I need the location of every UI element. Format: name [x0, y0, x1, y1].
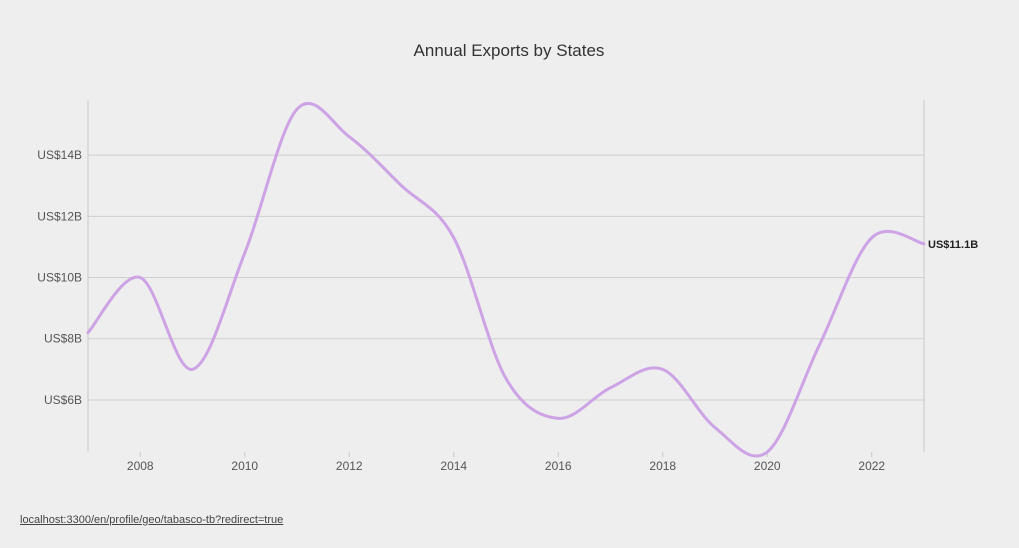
end-value-label: US$11.1B [928, 239, 978, 251]
y-tick-label: US$8B [44, 332, 82, 346]
y-tick-label: US$6B [44, 393, 82, 407]
x-tick-label: 2010 [231, 459, 258, 473]
x-tick-label: 2016 [545, 459, 572, 473]
series [86, 101, 926, 458]
x-tick-label: 2018 [649, 459, 676, 473]
x-tick-label: 2022 [858, 459, 885, 473]
chart-title: Annual Exports by States [414, 41, 605, 60]
y-axis-ticks: US$6B US$8B US$10B US$12B US$14B [37, 148, 82, 407]
x-tick-label: 2012 [336, 459, 363, 473]
series-line [86, 101, 926, 458]
y-tick-label: US$10B [37, 271, 82, 285]
y-tick-label: US$12B [37, 209, 82, 223]
y-tick-label: US$14B [37, 148, 82, 162]
gridlines [88, 154, 924, 401]
x-tick-label: 2020 [754, 459, 781, 473]
x-tick-label: 2008 [127, 459, 154, 473]
x-axis-ticks: 2008 2010 2012 2014 2016 2018 2020 2022 [127, 452, 885, 473]
axes [87, 100, 925, 452]
source-link[interactable]: localhost:3300/en/profile/geo/tabasco-tb… [20, 514, 284, 526]
x-tick-label: 2014 [440, 459, 467, 473]
